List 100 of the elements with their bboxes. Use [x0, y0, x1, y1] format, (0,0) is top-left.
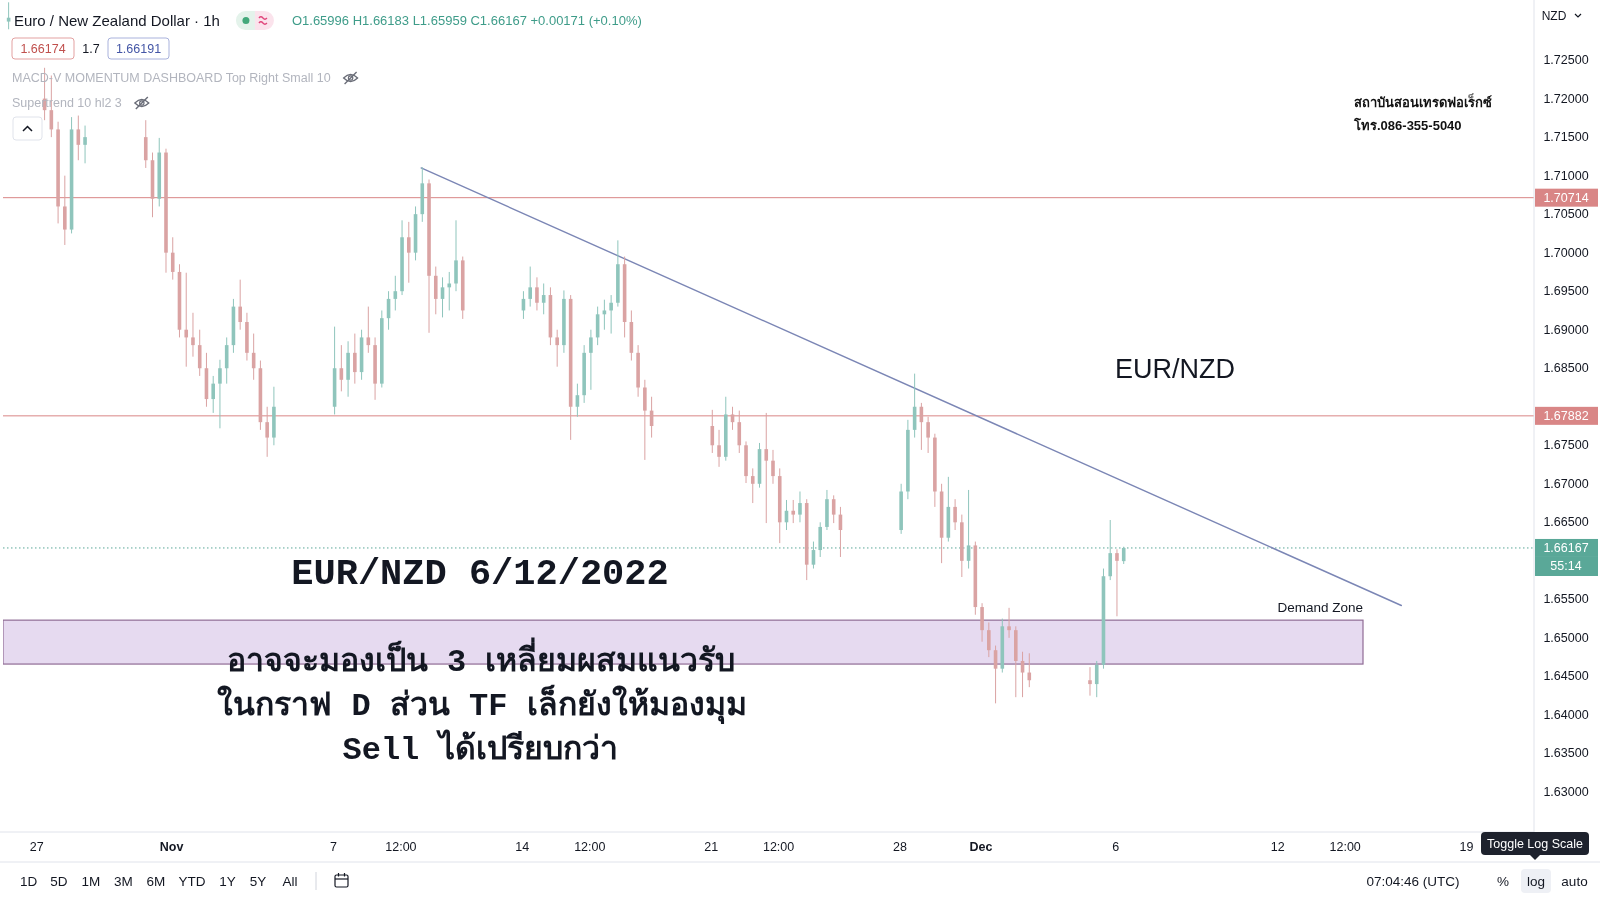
text: All [282, 873, 298, 889]
text: % [1496, 873, 1510, 889]
candlestick [1007, 607, 1011, 639]
candlestick [535, 276, 539, 311]
annotation: 1.66174 [20, 41, 66, 56]
text: log [1526, 873, 1546, 889]
candlestick [1108, 519, 1113, 581]
y-tick-label: 1.67000 [1543, 476, 1589, 491]
candlestick [211, 375, 215, 414]
ref-line-label: 1.66167 [1543, 540, 1589, 555]
text: O1.65996 H1.66183 L1.65959 C1.66167 +0.00171 (+0.10%) [291, 12, 642, 28]
annotation: สถาบันสอนเทรดฟอเร็กซ์ [1354, 92, 1492, 110]
text: 1Y [219, 873, 236, 889]
ref-line-label: 1.70714 [1543, 190, 1589, 205]
candlestick [555, 329, 559, 368]
x-tick-label: 19 [1459, 840, 1474, 854]
ref-line-label: 1.67882 [1543, 408, 1589, 423]
x-tick-label: 12:00 [762, 840, 795, 854]
y-tick-label: 1.66500 [1543, 515, 1589, 530]
y-tick-label: 1.72500 [1543, 53, 1589, 68]
annotation: EUR/NZD [1115, 354, 1235, 384]
y-tick-label: 1.69000 [1543, 322, 1589, 337]
y-tick-label: 1.70500 [1543, 207, 1589, 222]
annotation: ในกราฟ D ส่วน TF เล็กยังให้มองมุม [217, 683, 747, 725]
candlestick [987, 621, 991, 658]
candlestick [750, 467, 755, 504]
candlestick [218, 359, 222, 429]
y-tick-label: 1.64500 [1543, 669, 1589, 684]
candlestick [265, 406, 269, 458]
x-tick-label: Nov [159, 840, 184, 854]
candlestick [818, 521, 823, 558]
text: 55:14 [1550, 559, 1582, 573]
candlestick [1027, 652, 1032, 688]
text: Euro / New Zealand Dollar · 1h [14, 11, 220, 29]
annotation: อาจจะมองเป็น 3 เหลี่ยมผสมแนวรับ [226, 636, 736, 681]
x-tick-label: 14 [515, 840, 530, 854]
annotation: Sell ได้เปรียบกว่า [342, 728, 618, 769]
text: 3M [114, 873, 133, 889]
candlestick [1094, 660, 1099, 698]
candlestick [197, 329, 202, 377]
candlestick [717, 429, 721, 468]
candlestick [184, 272, 189, 368]
annotation: โทร.086-355-5040 [1353, 116, 1462, 133]
candlestick [433, 266, 438, 315]
x-tick-label: 6 [1112, 840, 1120, 854]
candlestick [798, 491, 802, 523]
annotation: EUR/NZD 6/12/2022 [291, 553, 669, 595]
candlestick [1115, 548, 1119, 617]
candlestick [528, 266, 532, 308]
y-tick-label: 1.70000 [1543, 245, 1589, 260]
x-tick-label: 12:00 [1329, 840, 1361, 854]
candlestick [143, 119, 148, 169]
y-tick-label: 1.64000 [1543, 707, 1589, 722]
candlestick [710, 409, 715, 454]
text: 6M [146, 873, 166, 889]
candlestick [170, 236, 175, 281]
x-tick-label: 12 [1270, 840, 1285, 854]
candlestick [353, 333, 357, 385]
candlestick [980, 602, 984, 643]
text: 5D [50, 873, 68, 889]
x-tick-label: 12:00 [574, 840, 606, 854]
band-label: Demand Zone [1277, 599, 1363, 615]
y-tick-label: 1.71000 [1543, 168, 1589, 183]
candlestick [953, 498, 957, 531]
x-tick-label: 21 [704, 840, 719, 854]
candlestick [771, 449, 775, 485]
candlestick [791, 499, 796, 524]
y-tick-label: 1.68500 [1543, 361, 1589, 376]
text: 5Y [249, 873, 267, 889]
candlestick [406, 221, 411, 284]
candlestick [926, 416, 930, 454]
candlestick [238, 279, 242, 331]
y-tick-label: 1.65000 [1543, 630, 1589, 645]
text: auto [1561, 873, 1588, 889]
candlestick [764, 412, 769, 524]
y-tick-label: 1.63000 [1543, 784, 1589, 799]
y-tick-label: 1.72000 [1543, 91, 1589, 106]
y-tick-label: 1.65500 [1543, 592, 1589, 607]
candlestick [609, 294, 613, 335]
y-tick-label: 1.63500 [1543, 746, 1589, 761]
candlestick [447, 271, 452, 311]
y-tick-label: 1.67500 [1543, 438, 1589, 453]
text: Toggle Log Scale [1487, 836, 1583, 851]
candlestick [63, 175, 67, 246]
x-tick-label: 7 [330, 840, 337, 854]
annotation: 1.7 [82, 41, 100, 56]
candlestick [643, 379, 647, 461]
text: 1D [19, 873, 38, 889]
x-tick-label: 28 [893, 840, 908, 854]
candlestick [1088, 666, 1092, 697]
candlestick [454, 219, 458, 292]
annotation: 1.66191 [115, 41, 162, 56]
text: 1M [81, 873, 101, 889]
x-tick-label: Dec [969, 840, 993, 854]
candlestick [737, 410, 742, 454]
candlestick [83, 125, 87, 164]
y-tick-label: 1.71500 [1543, 130, 1589, 145]
y-tick-label: 1.69500 [1543, 284, 1589, 299]
text: 07:04:46 (UTC) [1366, 873, 1460, 889]
candlestick [191, 312, 195, 358]
